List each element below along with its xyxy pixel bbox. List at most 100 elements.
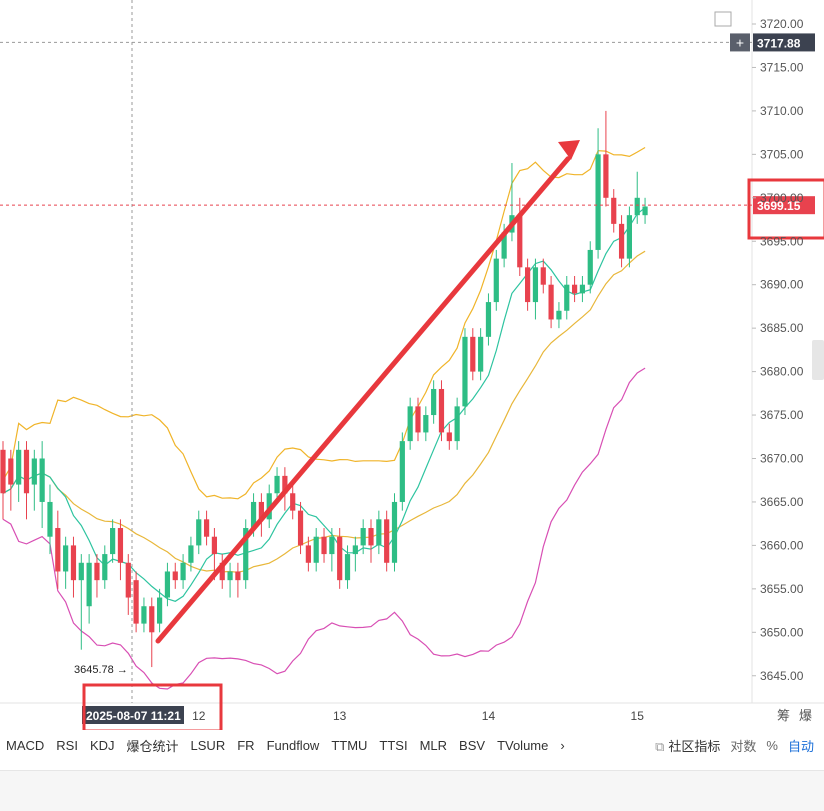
candle-body xyxy=(266,493,272,520)
candle-body xyxy=(141,606,147,624)
candle-body xyxy=(517,215,523,268)
indicator-rsi[interactable]: RSI xyxy=(56,737,78,753)
price-tick-label: 3720.00 xyxy=(760,17,804,31)
candle-body xyxy=(548,284,554,320)
candle-body xyxy=(470,336,476,372)
log-scale-button[interactable]: 对数 xyxy=(730,738,757,754)
candle-body xyxy=(8,458,14,485)
auto-scale-button[interactable]: 自动 xyxy=(787,738,814,754)
price-tick-label: 3710.00 xyxy=(760,104,804,118)
chevron-right-icon[interactable]: › xyxy=(560,737,565,753)
candle-body xyxy=(431,388,437,416)
community-label: 社区指标 xyxy=(668,738,721,754)
candle-body xyxy=(70,545,77,581)
time-tick-label: 12 xyxy=(192,709,206,723)
candle-body xyxy=(595,154,601,250)
price-tick-label: 3645.00 xyxy=(760,669,804,683)
time-axis[interactable]: 12 13 14 15 筹爆 xyxy=(192,708,812,723)
candle-body xyxy=(337,536,343,581)
candle-body xyxy=(368,528,374,546)
candle-body xyxy=(211,536,218,555)
candle-body xyxy=(203,519,210,537)
candle-body xyxy=(634,197,640,216)
crosshair-price-box xyxy=(753,33,815,52)
crosshair-time-box xyxy=(82,706,184,724)
candle-body xyxy=(478,336,484,372)
candle-body xyxy=(164,571,171,598)
indicator-ttmu[interactable]: TTMU xyxy=(331,737,368,753)
indicator-bsv[interactable]: BSV xyxy=(459,737,486,753)
indicator-fr[interactable]: FR xyxy=(237,737,255,753)
candle-body xyxy=(125,562,131,598)
price-tick-label: 3680.00 xyxy=(760,365,804,379)
price-tick-label: 3655.00 xyxy=(760,582,804,596)
candle-body xyxy=(290,493,296,511)
candle-body xyxy=(618,223,625,259)
price-tick-label: 3660.00 xyxy=(760,538,804,552)
price-tick-label: 3690.00 xyxy=(760,278,804,292)
candle-body xyxy=(556,310,562,320)
indicator-fundflow[interactable]: Fundflow xyxy=(266,737,320,753)
candle-body xyxy=(626,215,632,259)
candle-body xyxy=(399,441,405,502)
candle-body xyxy=(344,554,351,581)
price-axis[interactable]: 3720.00 3715.00 3710.00 3705.00 3700.00 3695.… xyxy=(752,17,804,683)
trend-arrow-line xyxy=(155,156,571,644)
price-chart[interactable]: +3717.88 2025-08-07 11:21 3699.15 3645.78 →… xyxy=(0,0,824,730)
candle-body xyxy=(235,571,241,581)
indicator-lines xyxy=(2,146,646,690)
price-tick-label: 3715.00 xyxy=(760,60,804,74)
indicator-macd[interactable]: MACD xyxy=(6,737,45,753)
candle-body xyxy=(0,449,6,494)
indicator-liquidation[interactable]: 爆仓统计 xyxy=(126,738,179,754)
candle-body xyxy=(525,267,531,303)
candle-body xyxy=(532,267,539,303)
time-tick-label: 15 xyxy=(631,709,645,723)
indicator-mlr[interactable]: MLR xyxy=(419,737,448,753)
candle-body xyxy=(196,519,202,546)
candle-body xyxy=(603,154,609,198)
community-indicator-button[interactable]: ⧉ 社区指标 xyxy=(655,736,720,755)
fast-ma-line xyxy=(2,207,646,602)
candle-body xyxy=(31,458,37,485)
candle-body xyxy=(250,501,257,529)
candle-body xyxy=(642,206,648,216)
trend-arrow-head xyxy=(558,140,580,160)
candle-body xyxy=(172,571,178,581)
percent-scale-button[interactable]: % xyxy=(766,737,778,753)
candle-body xyxy=(102,554,108,581)
candle-body xyxy=(78,562,84,581)
price-tick-label: 3685.00 xyxy=(760,321,804,335)
candle-body xyxy=(571,284,578,294)
candle-body xyxy=(149,606,155,633)
candlesticks xyxy=(0,110,648,668)
low-price-label: 3645.78 → xyxy=(74,664,128,676)
candle-body xyxy=(391,501,398,563)
external-icon: ⧉ xyxy=(655,738,665,754)
price-tick-label: 3665.00 xyxy=(760,495,804,509)
candle-body xyxy=(47,501,53,537)
indicator-kdj[interactable]: KDJ xyxy=(89,737,115,753)
candle-body xyxy=(446,432,452,442)
candle-body xyxy=(305,545,311,563)
indicator-lsur[interactable]: LSUR xyxy=(190,737,226,753)
price-tick-label: 3670.00 xyxy=(760,452,804,466)
candle-body xyxy=(23,449,30,494)
candle-body xyxy=(407,406,413,442)
price-tick-label: 3705.00 xyxy=(760,147,804,161)
candle-body xyxy=(55,528,61,572)
axis-toggle-label: 筹 xyxy=(777,708,790,723)
price-tick-label: 3700.00 xyxy=(760,191,804,205)
current-price-label: 3699.15 xyxy=(757,199,801,213)
candle-body xyxy=(564,284,570,311)
candle-body xyxy=(360,528,366,546)
fullscreen-icon xyxy=(714,11,732,27)
axis-toggle-label: 爆 xyxy=(799,708,812,723)
upper-band-line xyxy=(2,146,646,500)
candle-body xyxy=(485,302,492,337)
candle-body xyxy=(321,536,327,555)
candle-body xyxy=(493,258,499,303)
candle-body xyxy=(579,284,586,294)
indicator-tvolume[interactable]: TVolume xyxy=(497,737,549,753)
indicator-ttsi[interactable]: TTSI xyxy=(379,737,408,753)
